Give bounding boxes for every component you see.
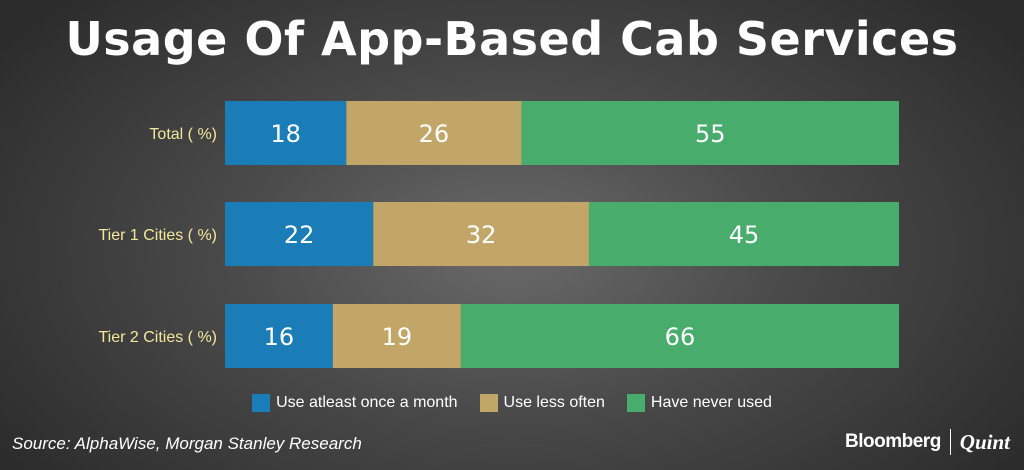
bar-segment (373, 202, 589, 266)
brand-divider (949, 429, 951, 455)
legend-swatch-monthly (252, 394, 271, 412)
data-label: 18 (270, 120, 301, 148)
bar-segment (588, 202, 899, 266)
brand-quint: Quint (959, 429, 1010, 454)
data-label: 16 (264, 323, 295, 351)
bar-segment (225, 101, 347, 165)
bar-segment (332, 304, 461, 368)
data-label: 45 (729, 221, 760, 249)
category-label: Tier 2 Cities ( %) (98, 329, 217, 346)
data-label: 55 (695, 120, 726, 148)
legend-item-monthly: Use atleast once a month (252, 394, 458, 412)
bar-segment (225, 202, 374, 266)
bar-segment (225, 304, 333, 368)
data-label: 22 (284, 221, 315, 249)
data-label: 66 (665, 323, 696, 351)
legend-item-never: Have never used (626, 394, 772, 412)
data-label: 26 (419, 120, 450, 148)
legend-label-monthly: Use atleast once a month (276, 394, 458, 411)
brand-logo: Bloomberg Quint (845, 429, 1010, 455)
brand-bloomberg: Bloomberg (845, 431, 941, 452)
legend-label-less-often: Use less often (503, 394, 605, 411)
bar-segment (346, 101, 522, 165)
legend-item-less-often: Use less often (479, 394, 605, 412)
category-label: Tier 1 Cities ( %) (98, 227, 217, 244)
bar-segment (521, 101, 899, 165)
source-note: Source: AlphaWise, Morgan Stanley Resear… (12, 434, 362, 453)
legend-swatch-less-often (479, 394, 498, 412)
data-label: 32 (466, 221, 497, 249)
category-label: Total ( %) (149, 126, 217, 143)
chart-title: Usage Of App-Based Cab Services (65, 12, 959, 66)
legend-swatch-never (626, 394, 645, 412)
legend-label-never: Have never used (650, 394, 772, 411)
bar-segment (460, 304, 899, 368)
data-label: 19 (382, 323, 413, 351)
legend: Use atleast once a month Use less often … (0, 394, 1024, 412)
